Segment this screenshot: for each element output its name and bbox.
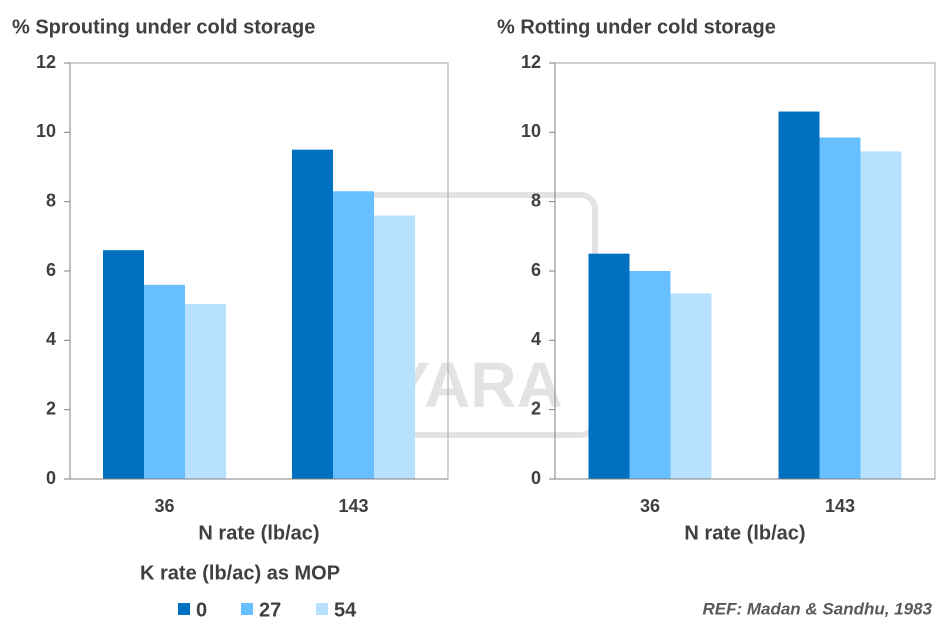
- watermark: YARA: [387, 349, 562, 421]
- bar: [588, 253, 630, 479]
- legend-swatch: [178, 603, 190, 615]
- y-tick-label: 10: [36, 121, 56, 141]
- chart-title: % Sprouting under cold storage: [12, 16, 315, 38]
- legend-swatch: [241, 603, 253, 615]
- bar: [103, 250, 144, 479]
- y-tick-label: 12: [36, 52, 56, 72]
- legend-swatch: [316, 603, 328, 615]
- y-tick-label: 2: [46, 398, 56, 418]
- bar: [670, 293, 712, 479]
- x-tick-label: 143: [338, 496, 368, 516]
- bar: [144, 284, 185, 479]
- y-tick-label: 4: [46, 329, 56, 349]
- x-axis-label: N rate (lb/ac): [198, 522, 319, 544]
- x-tick-label: 143: [825, 496, 855, 516]
- y-tick-label: 6: [531, 260, 541, 280]
- chart-title: % Rotting under cold storage: [497, 16, 776, 38]
- bar: [185, 303, 226, 479]
- x-tick-label: 36: [640, 496, 660, 516]
- y-tick-label: 12: [521, 52, 541, 72]
- y-tick-label: 10: [521, 121, 541, 141]
- y-tick-label: 0: [46, 468, 56, 488]
- y-tick-label: 0: [531, 468, 541, 488]
- legend-label: 0: [196, 599, 207, 621]
- bar: [629, 271, 671, 479]
- y-tick-label: 4: [531, 329, 541, 349]
- reference: REF: Madan & Sandhu, 1983: [702, 599, 932, 618]
- bar: [333, 191, 374, 479]
- y-tick-label: 6: [46, 260, 56, 280]
- x-tick-label: 36: [154, 496, 174, 516]
- y-tick-label: 8: [46, 190, 56, 210]
- bar: [292, 149, 333, 479]
- legend-label: 27: [259, 599, 281, 621]
- bar: [778, 111, 820, 480]
- bar: [374, 215, 415, 480]
- y-tick-label: 2: [531, 398, 541, 418]
- legend-title: K rate (lb/ac) as MOP: [140, 562, 340, 584]
- legend-label: 54: [334, 599, 357, 621]
- bar: [819, 137, 861, 480]
- bar: [860, 151, 902, 479]
- y-tick-label: 8: [531, 190, 541, 210]
- x-axis-label: N rate (lb/ac): [684, 522, 805, 544]
